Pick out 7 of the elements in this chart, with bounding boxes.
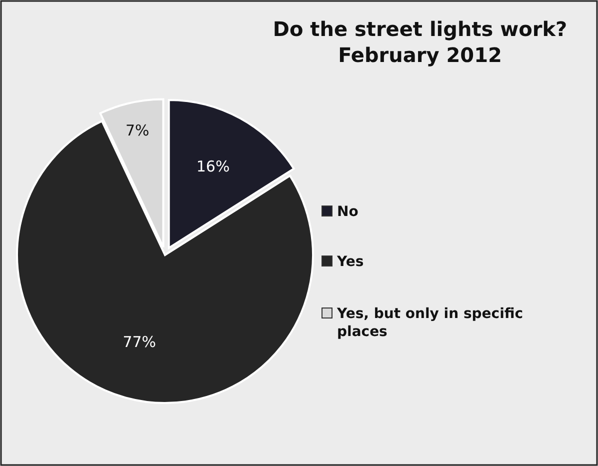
legend-label: Yes (336, 254, 364, 270)
data-label: 77% (122, 333, 156, 352)
legend-label: Yes, but only in specific places (336, 306, 524, 340)
data-label: 7% (126, 122, 150, 140)
data-label: 16% (196, 158, 230, 176)
legend-label: No (337, 204, 359, 220)
chart-title: Do the street lights work? February 2012 (272, 17, 568, 67)
